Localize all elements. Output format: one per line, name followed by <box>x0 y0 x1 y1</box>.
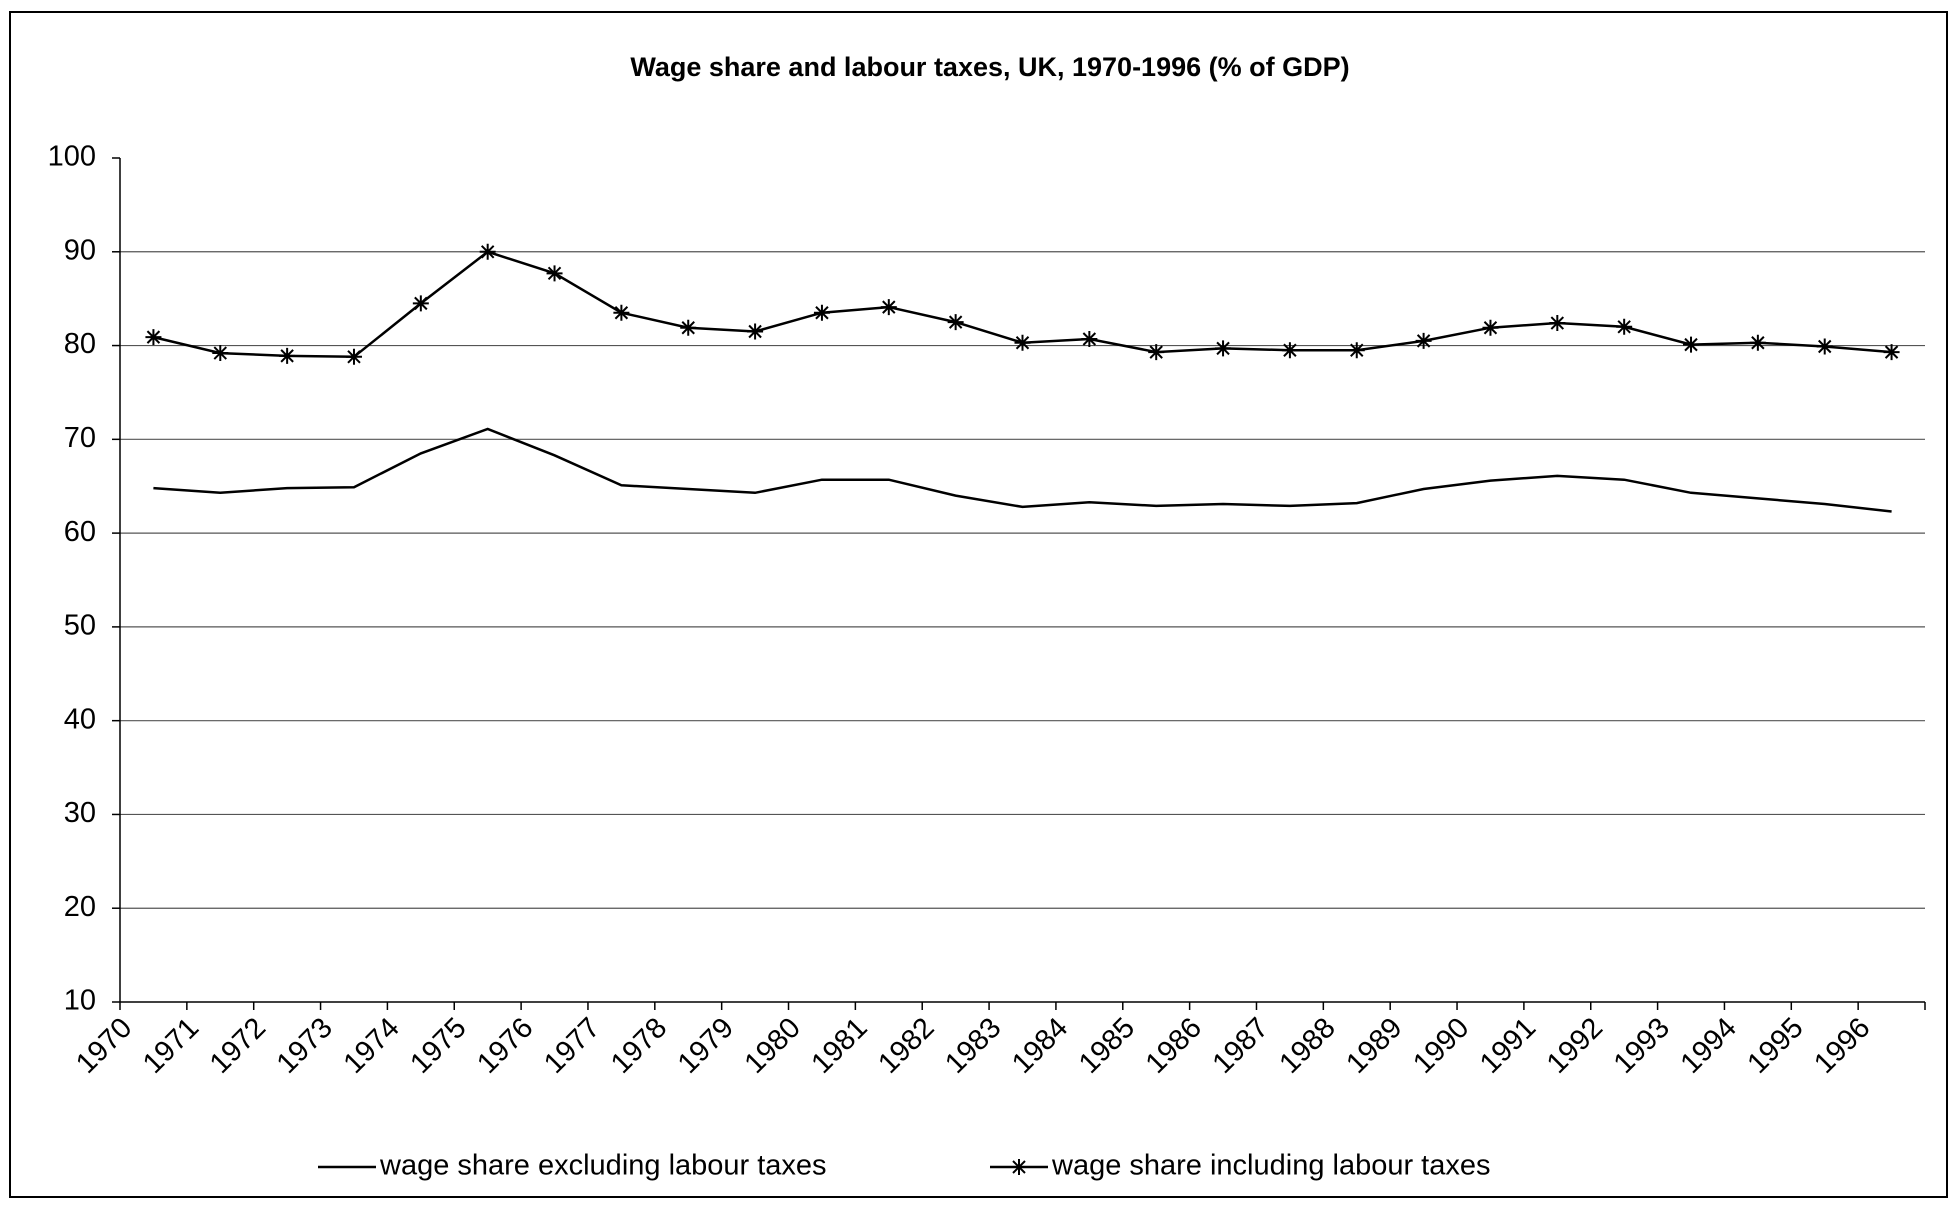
marker <box>212 345 229 362</box>
marker <box>479 243 496 260</box>
marker <box>1616 318 1633 335</box>
marker <box>145 329 162 346</box>
legend-marker <box>1011 1159 1027 1175</box>
y-tick-label: 80 <box>64 328 96 360</box>
marker <box>1683 336 1700 353</box>
y-tick-label: 20 <box>64 891 96 923</box>
legend-label: wage share excluding labour taxes <box>379 1150 827 1182</box>
marker <box>1749 334 1766 351</box>
marker <box>747 323 764 340</box>
marker <box>1215 340 1232 357</box>
marker <box>680 319 697 336</box>
y-tick-label: 60 <box>64 516 96 548</box>
marker <box>1482 319 1499 336</box>
marker <box>1014 334 1031 351</box>
marker <box>345 348 362 365</box>
marker <box>880 299 897 316</box>
y-tick-label: 100 <box>48 141 96 173</box>
marker <box>1883 344 1900 361</box>
chart-title: Wage share and labour taxes, UK, 1970-19… <box>630 52 1349 82</box>
y-tick-label: 10 <box>64 985 96 1017</box>
series-line <box>153 427 1892 513</box>
chart-frame <box>9 11 1948 1198</box>
marker <box>1148 344 1165 361</box>
y-tick-label: 50 <box>64 610 96 642</box>
marker <box>1348 342 1365 359</box>
marker <box>1816 338 1833 355</box>
marker <box>813 304 830 321</box>
marker <box>613 304 630 321</box>
legend-label: wage share including labour taxes <box>1051 1150 1491 1182</box>
y-tick-label: 90 <box>64 234 96 266</box>
marker <box>1281 342 1298 359</box>
marker <box>1081 330 1098 347</box>
marker <box>546 265 563 282</box>
y-tick-label: 40 <box>64 703 96 735</box>
marker <box>1549 315 1566 332</box>
marker <box>1415 332 1432 349</box>
marker <box>947 314 964 331</box>
marker <box>412 295 429 312</box>
y-tick-label: 30 <box>64 797 96 829</box>
marker <box>279 347 296 364</box>
y-tick-label: 70 <box>64 422 96 454</box>
